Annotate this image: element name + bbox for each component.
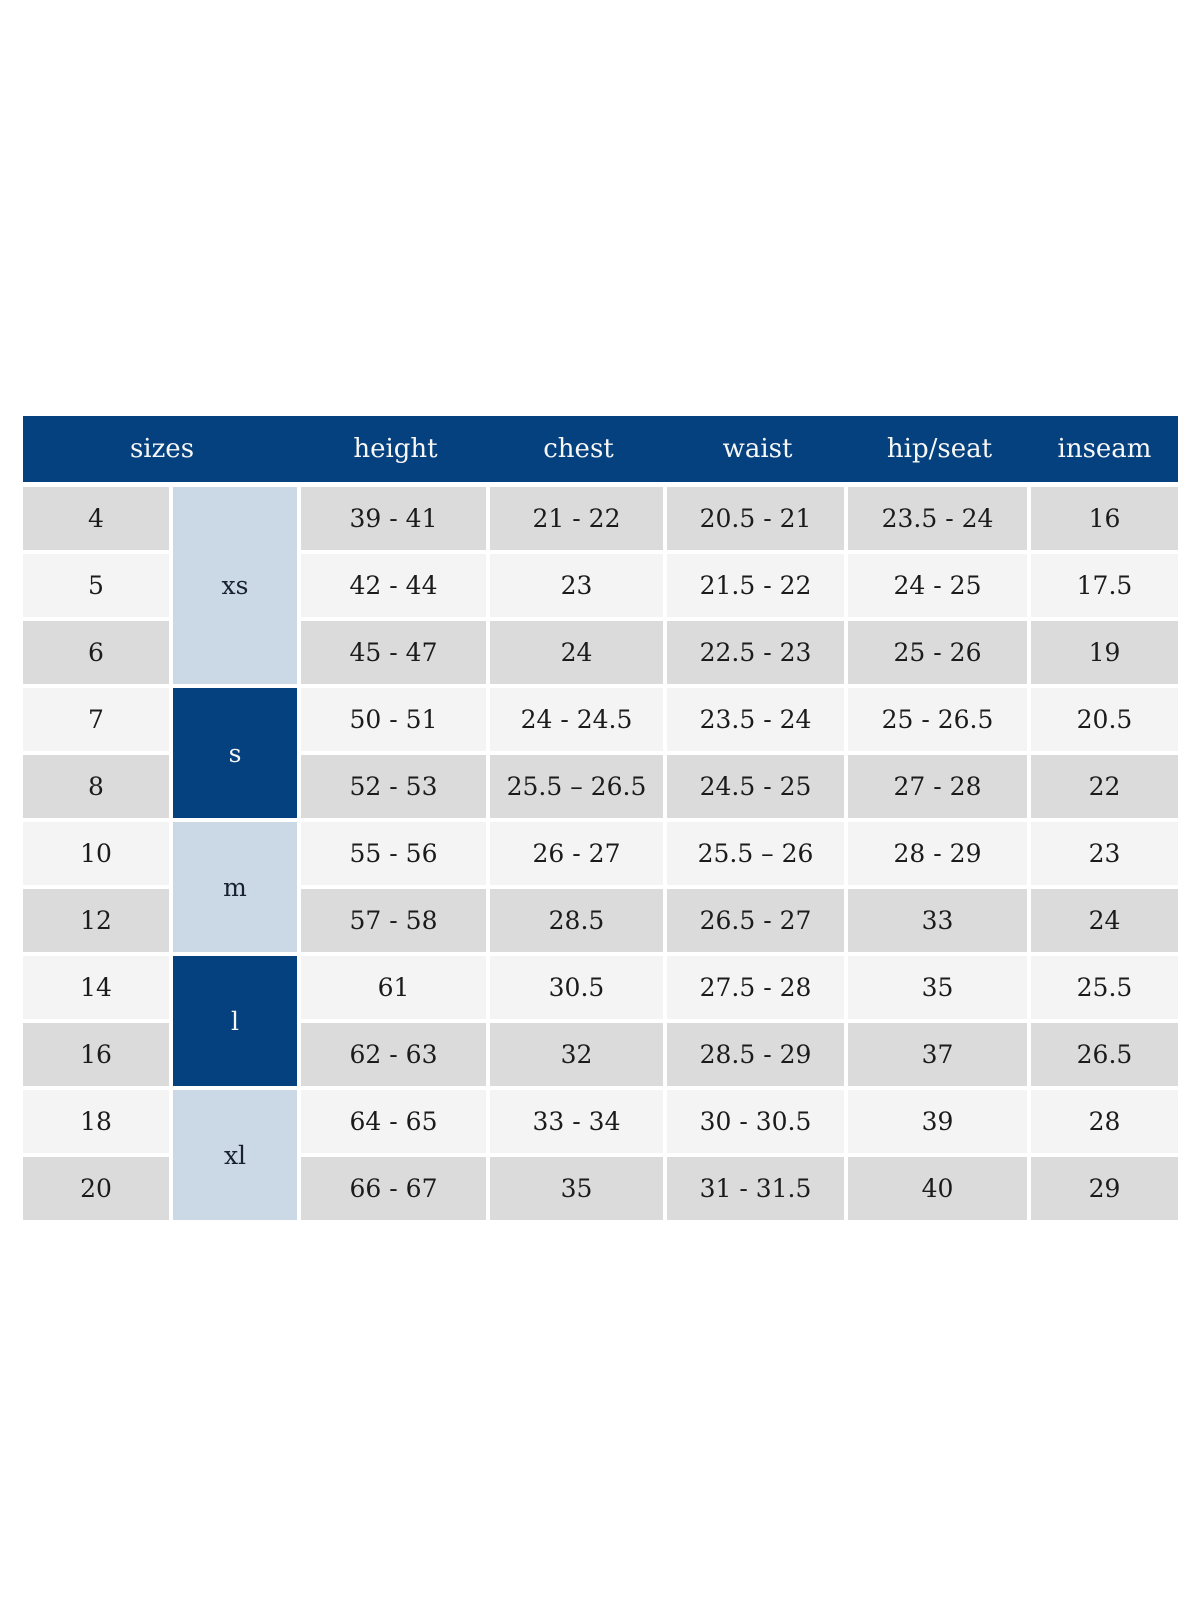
inseam-cell: 20.5 — [1031, 688, 1178, 755]
hip-seat-cell: 25 - 26.5 — [848, 688, 1031, 755]
chest-cell: 21 - 22 — [490, 487, 667, 554]
inseam-cell: 19 — [1031, 621, 1178, 688]
hip-seat-cell: 27 - 28 — [848, 755, 1031, 822]
table-row: 7 s 50 - 51 24 - 24.5 23.5 - 24 25 - 26.… — [23, 688, 1178, 822]
inseam-cell: 24 — [1031, 889, 1178, 956]
inseam-cell: 17.5 — [1031, 554, 1178, 621]
hip-seat-cell: 35 — [848, 956, 1031, 1023]
chest-cell: 32 — [490, 1023, 667, 1090]
inseam-cell: 25.5 — [1031, 956, 1178, 1023]
waist-cell: 23.5 - 24 — [667, 688, 848, 755]
table-row: 16 62 - 63 32 28.5 - 29 37 26.5 — [23, 1023, 1178, 1090]
table-row: 5 42 - 44 23 21.5 - 22 24 - 25 17.5 — [23, 554, 1178, 621]
table-row: 8 52 - 53 25.5 – 26.5 24.5 - 25 27 - 28 … — [23, 755, 1178, 822]
hip-seat-cell: 33 — [848, 889, 1031, 956]
height-cell: 39 - 41 — [301, 487, 490, 554]
waist-cell: 25.5 – 26 — [667, 822, 848, 889]
table-row: 4 xs 39 - 41 21 - 22 20.5 - 21 23.5 - 24… — [23, 487, 1178, 688]
table-row: 12 57 - 58 28.5 26.5 - 27 33 24 — [23, 889, 1178, 956]
chest-cell: 33 - 34 — [490, 1090, 667, 1157]
table-row: 6 45 - 47 24 22.5 - 23 25 - 26 19 — [23, 621, 1178, 688]
height-cell: 57 - 58 — [301, 889, 490, 956]
size-number-cell: 5 — [23, 554, 173, 621]
inseam-cell: 23 — [1031, 822, 1178, 889]
size-group-cell-xl: xl — [173, 1090, 301, 1224]
waist-cell: 26.5 - 27 — [667, 889, 848, 956]
size-group-cell-l: l — [173, 956, 301, 1090]
table-row: 14 l 61 30.5 27.5 - 28 35 25.5 — [23, 956, 1178, 1090]
height-cell: 55 - 56 — [301, 822, 490, 889]
size-group-cell-m: m — [173, 822, 301, 956]
column-header-hip-seat: hip/seat — [848, 416, 1031, 487]
inseam-cell: 16 — [1031, 487, 1178, 554]
hip-seat-cell: 24 - 25 — [848, 554, 1031, 621]
chest-cell: 28.5 — [490, 889, 667, 956]
chest-cell: 25.5 – 26.5 — [490, 755, 667, 822]
column-header-chest: chest — [490, 416, 667, 487]
waist-cell: 27.5 - 28 — [667, 956, 848, 1023]
inseam-cell: 22 — [1031, 755, 1178, 822]
column-header-inseam: inseam — [1031, 416, 1178, 487]
column-header-sizes: sizes — [23, 416, 301, 487]
size-number-cell: 8 — [23, 755, 173, 822]
waist-cell: 28.5 - 29 — [667, 1023, 848, 1090]
waist-cell: 21.5 - 22 — [667, 554, 848, 621]
size-number-cell: 7 — [23, 688, 173, 755]
size-number-cell: 12 — [23, 889, 173, 956]
size-group-cell-xs: xs — [173, 487, 301, 688]
inseam-cell: 29 — [1031, 1157, 1178, 1224]
chest-cell: 30.5 — [490, 956, 667, 1023]
size-chart-table: sizes height chest waist hip/seat inseam… — [23, 416, 1178, 1224]
inseam-cell: 26.5 — [1031, 1023, 1178, 1090]
waist-cell: 24.5 - 25 — [667, 755, 848, 822]
chest-cell: 24 - 24.5 — [490, 688, 667, 755]
height-cell: 52 - 53 — [301, 755, 490, 822]
waist-cell: 22.5 - 23 — [667, 621, 848, 688]
height-cell: 62 - 63 — [301, 1023, 490, 1090]
waist-cell: 31 - 31.5 — [667, 1157, 848, 1224]
size-number-cell: 20 — [23, 1157, 173, 1224]
size-group-cell-s: s — [173, 688, 301, 822]
header-row: sizes height chest waist hip/seat inseam — [23, 416, 1178, 487]
inseam-cell: 28 — [1031, 1090, 1178, 1157]
height-cell: 64 - 65 — [301, 1090, 490, 1157]
size-chart: sizes height chest waist hip/seat inseam… — [23, 416, 1178, 1224]
hip-seat-cell: 28 - 29 — [848, 822, 1031, 889]
size-number-cell: 16 — [23, 1023, 173, 1090]
chest-cell: 35 — [490, 1157, 667, 1224]
chest-cell: 24 — [490, 621, 667, 688]
size-number-cell: 10 — [23, 822, 173, 889]
table-row: 10 m 55 - 56 26 - 27 25.5 – 26 28 - 29 2… — [23, 822, 1178, 956]
column-header-waist: waist — [667, 416, 848, 487]
height-cell: 42 - 44 — [301, 554, 490, 621]
height-cell: 45 - 47 — [301, 621, 490, 688]
chest-cell: 23 — [490, 554, 667, 621]
hip-seat-cell: 39 — [848, 1090, 1031, 1157]
table-row: 18 xl 64 - 65 33 - 34 30 - 30.5 39 28 — [23, 1090, 1178, 1224]
hip-seat-cell: 37 — [848, 1023, 1031, 1090]
size-number-cell: 4 — [23, 487, 173, 554]
height-cell: 50 - 51 — [301, 688, 490, 755]
hip-seat-cell: 23.5 - 24 — [848, 487, 1031, 554]
height-cell: 61 — [301, 956, 490, 1023]
waist-cell: 30 - 30.5 — [667, 1090, 848, 1157]
size-number-cell: 14 — [23, 956, 173, 1023]
chest-cell: 26 - 27 — [490, 822, 667, 889]
waist-cell: 20.5 - 21 — [667, 487, 848, 554]
height-cell: 66 - 67 — [301, 1157, 490, 1224]
hip-seat-cell: 25 - 26 — [848, 621, 1031, 688]
hip-seat-cell: 40 — [848, 1157, 1031, 1224]
size-number-cell: 6 — [23, 621, 173, 688]
size-number-cell: 18 — [23, 1090, 173, 1157]
table-row: 20 66 - 67 35 31 - 31.5 40 29 — [23, 1157, 1178, 1224]
column-header-height: height — [301, 416, 490, 487]
